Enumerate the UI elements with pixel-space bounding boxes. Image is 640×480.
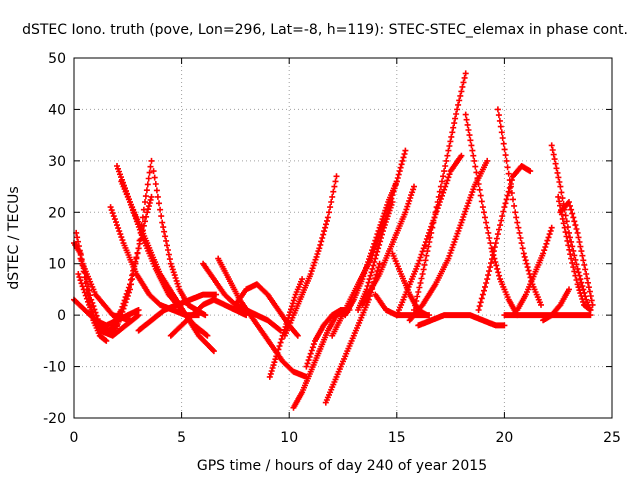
data-series — [232, 281, 301, 339]
data-series — [342, 178, 400, 319]
data-point-markers — [99, 157, 155, 334]
data-point-markers — [415, 312, 508, 329]
data-point-markers — [540, 286, 572, 324]
x-axis-label: GPS time / hours of day 240 of year 2015 — [197, 458, 487, 474]
y-tick-label: 30 — [48, 154, 66, 170]
data-series — [281, 173, 340, 339]
y-tick-label: 20 — [48, 205, 66, 221]
chart-title: dSTEC Iono. truth (pove, Lon=296, Lat=-8… — [22, 22, 628, 38]
data-series — [150, 168, 209, 319]
data-series — [557, 199, 596, 308]
data-point-markers — [514, 224, 555, 313]
data-series — [475, 163, 534, 313]
data-series — [215, 255, 310, 380]
data-series — [411, 70, 469, 313]
x-tick-label: 10 — [280, 430, 298, 446]
data-series — [99, 157, 155, 334]
x-tick-label: 15 — [388, 430, 406, 446]
data-series — [514, 224, 555, 313]
y-tick-label: 10 — [48, 257, 66, 273]
data-point-markers — [167, 296, 250, 339]
y-tick-label: -20 — [43, 411, 66, 427]
data-point-markers — [266, 276, 306, 380]
data-point-markers — [359, 183, 417, 308]
y-tick-label: -10 — [43, 360, 66, 376]
x-tick-label: 0 — [70, 430, 79, 446]
data-series — [540, 286, 572, 324]
y-tick-label: 0 — [57, 308, 66, 324]
y-axis-label: dSTEC / TECUs — [6, 186, 22, 289]
y-tick-label: 50 — [48, 51, 66, 67]
data-series — [359, 183, 417, 308]
axis-ticks: 0 5 10 15 20 25 -20 -10 0 10 20 30 40 50 — [43, 51, 621, 446]
data-point-markers — [342, 178, 400, 319]
x-tick-label: 20 — [495, 430, 513, 446]
data-point-markers — [135, 291, 219, 334]
y-tick-label: 40 — [48, 102, 66, 118]
data-point-markers — [215, 255, 310, 380]
data-point-markers — [232, 281, 301, 339]
data-series — [266, 276, 306, 380]
data-points — [71, 70, 596, 411]
data-point-markers — [475, 163, 534, 313]
data-point-markers — [281, 173, 340, 339]
data-point-markers — [411, 70, 469, 313]
data-series — [167, 296, 250, 339]
x-tick-label: 5 — [177, 430, 186, 446]
data-point-markers — [150, 168, 209, 319]
data-series — [415, 312, 508, 329]
plot-frame — [73, 57, 613, 419]
data-series — [135, 291, 219, 334]
x-tick-label: 25 — [603, 430, 621, 446]
data-point-markers — [557, 199, 596, 308]
